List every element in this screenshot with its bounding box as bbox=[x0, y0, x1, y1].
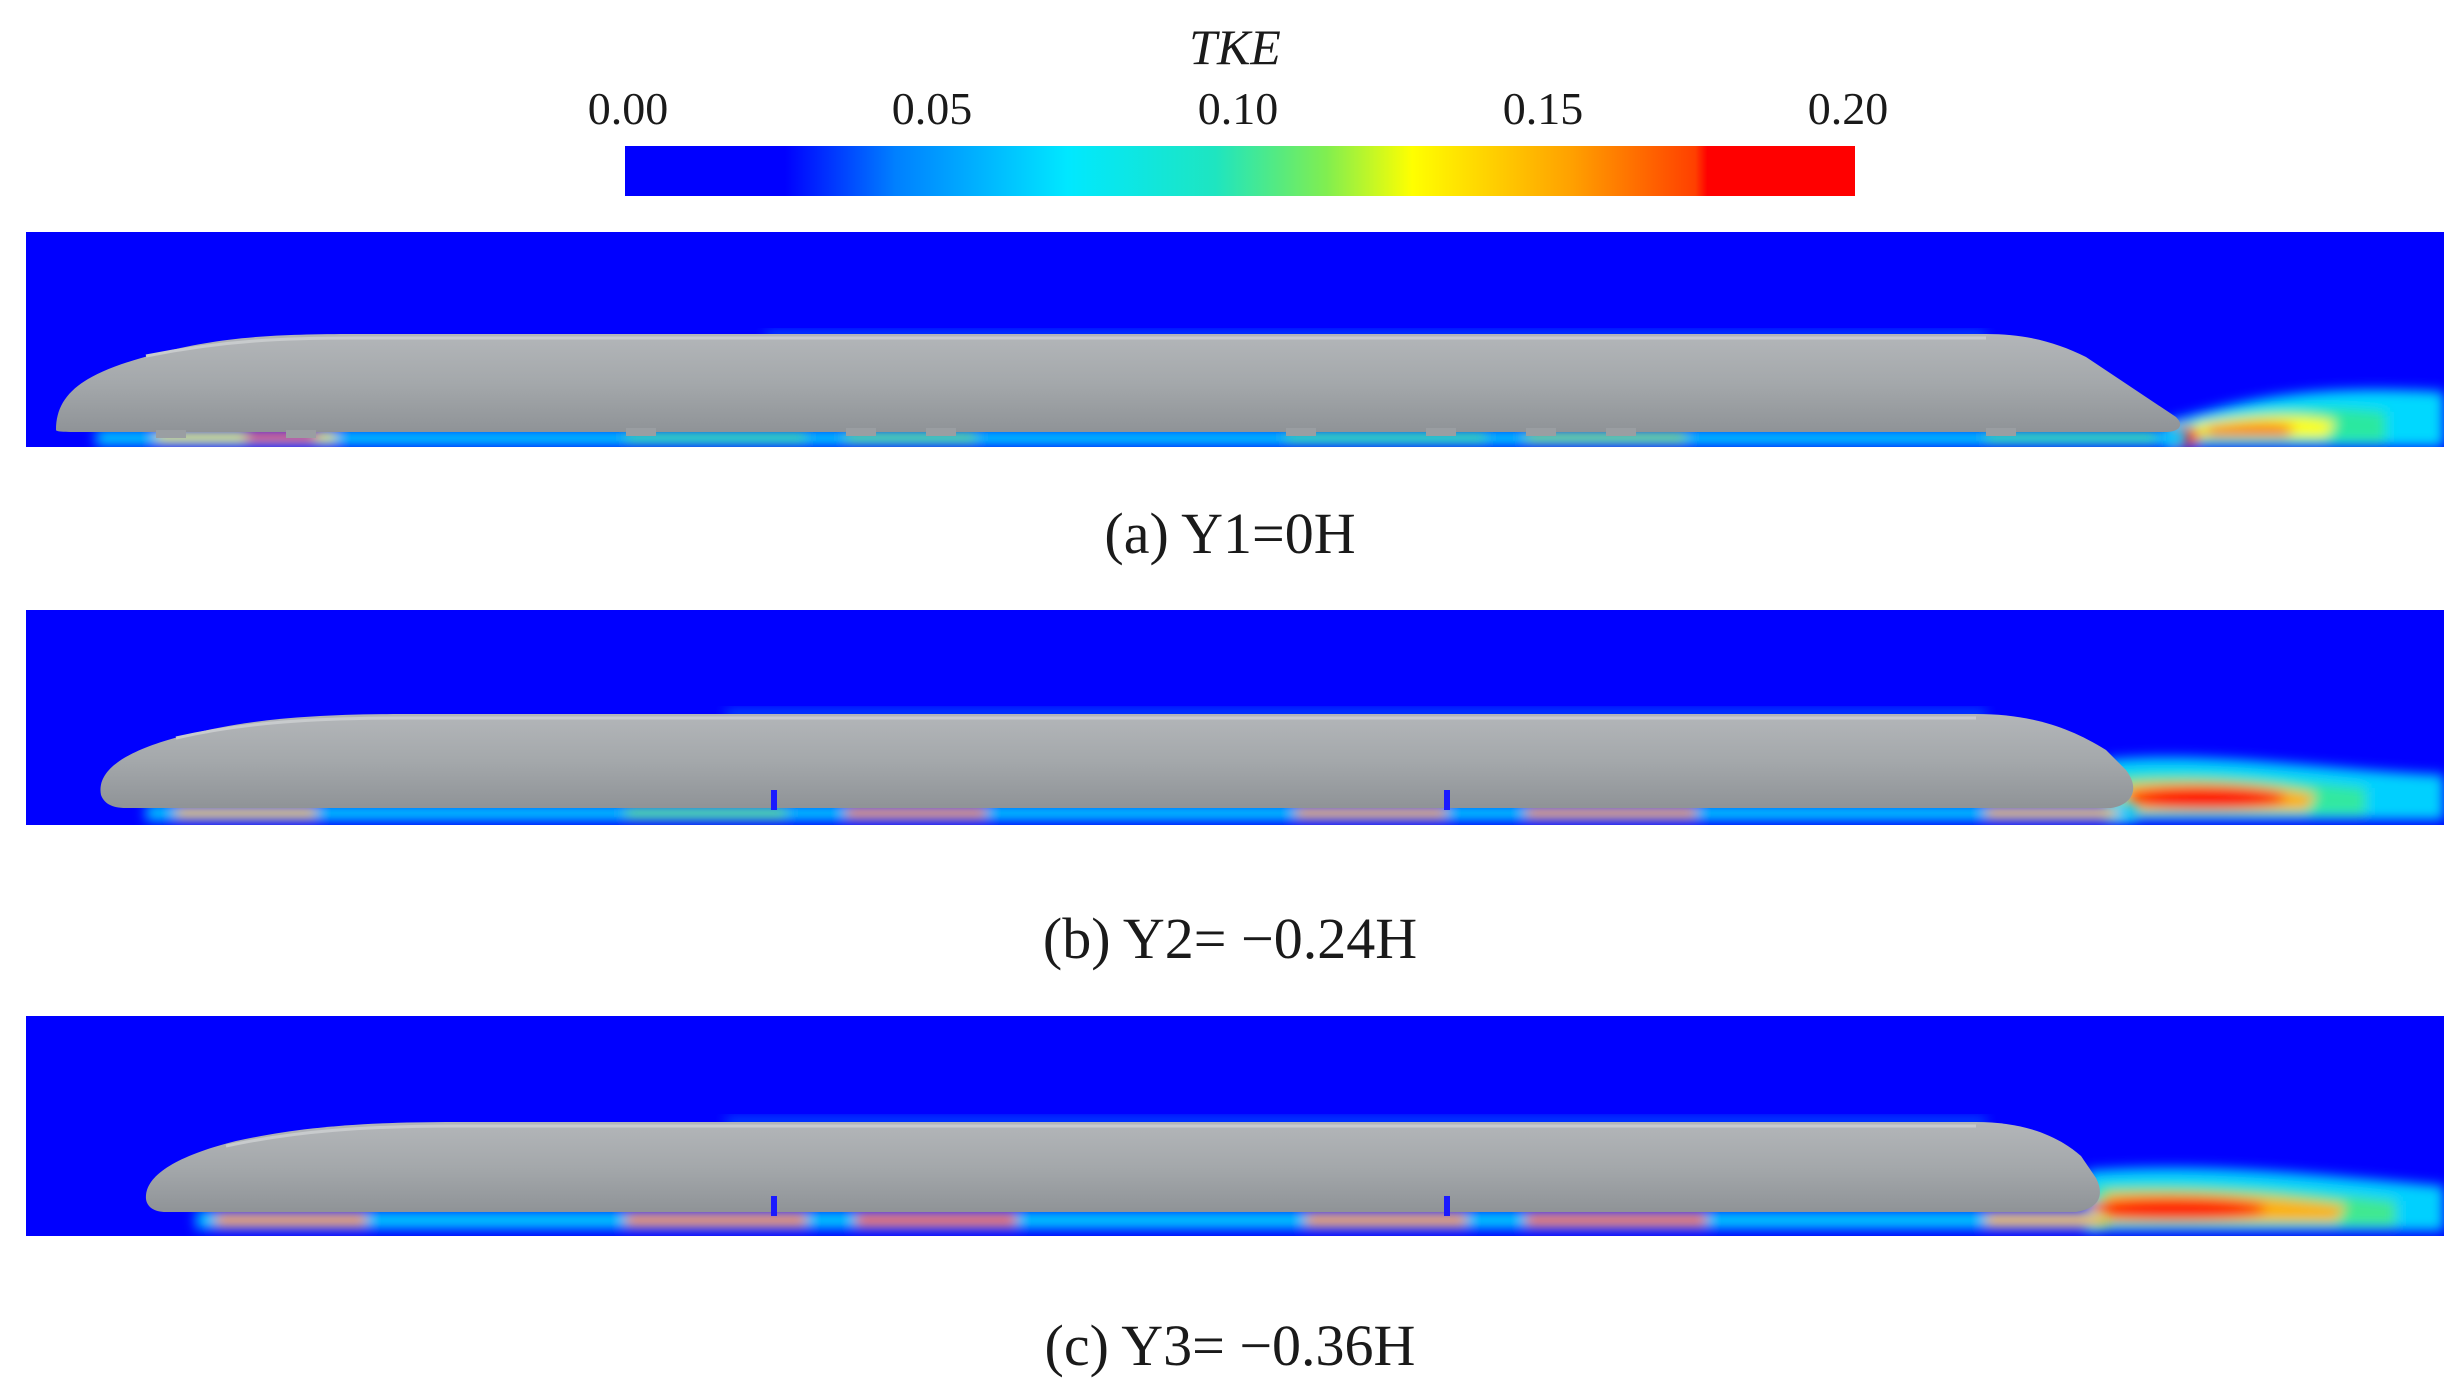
panel-caption-b: (b) Y2= −0.24H bbox=[1042, 906, 1418, 971]
colorbar-tick: 0.15 bbox=[1502, 83, 1584, 134]
underbody-turbulence bbox=[146, 805, 2136, 821]
panel-caption-a: (a) Y1=0H bbox=[1104, 501, 1356, 566]
contour-panel-c bbox=[26, 1016, 2444, 1236]
wake-region bbox=[2086, 1167, 2444, 1231]
colorbar-tick: 0.05 bbox=[891, 83, 973, 134]
wake-region bbox=[2166, 389, 2444, 447]
colorbar bbox=[625, 146, 1855, 196]
colorbar-title: TKE bbox=[1189, 19, 1281, 75]
train-body bbox=[100, 714, 2134, 808]
colorbar-tick: 0.00 bbox=[587, 83, 669, 134]
underbody-turbulence bbox=[196, 1211, 2106, 1229]
train-body bbox=[145, 1122, 2100, 1212]
colorbar-tick: 0.20 bbox=[1807, 83, 1889, 134]
contour-panel-b bbox=[26, 610, 2444, 825]
train-body bbox=[56, 334, 2181, 432]
contour-panel-a bbox=[26, 232, 2444, 447]
wake-region bbox=[2106, 757, 2444, 820]
underbody-turbulence bbox=[96, 430, 2186, 446]
panel-caption-c: (c) Y3= −0.36H bbox=[1044, 1313, 1416, 1378]
colorbar-tick: 0.10 bbox=[1197, 83, 1279, 134]
